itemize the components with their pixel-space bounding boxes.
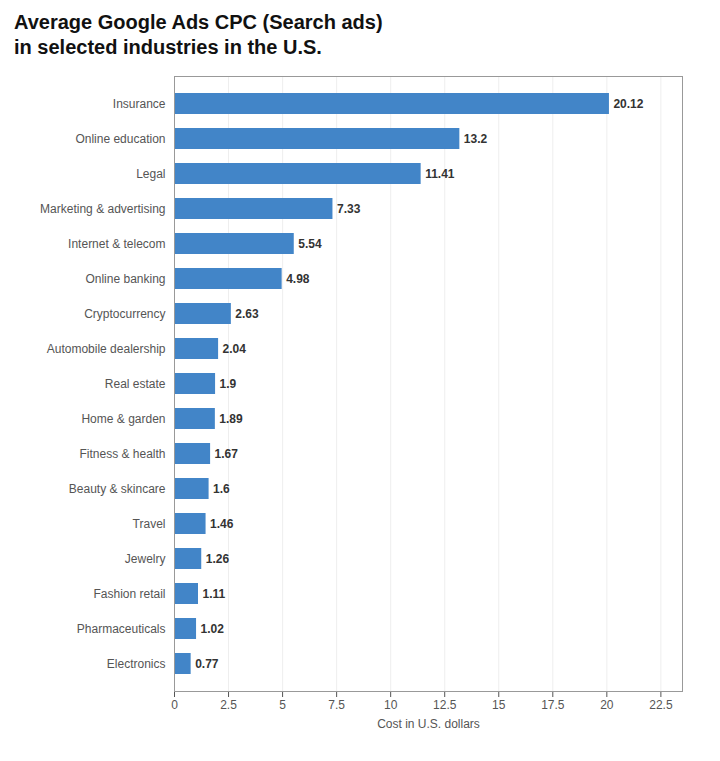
- svg-text:Jewelry: Jewelry: [125, 552, 166, 566]
- svg-text:17.5: 17.5: [541, 698, 565, 712]
- svg-text:Home & garden: Home & garden: [81, 412, 165, 426]
- svg-text:11.41: 11.41: [425, 167, 455, 181]
- svg-text:Marketing & advertising: Marketing & advertising: [40, 202, 165, 216]
- svg-text:20.12: 20.12: [613, 97, 643, 111]
- svg-text:13.2: 13.2: [464, 132, 488, 146]
- svg-text:Travel: Travel: [133, 517, 166, 531]
- svg-text:Online education: Online education: [75, 132, 165, 146]
- svg-text:7.5: 7.5: [328, 698, 345, 712]
- svg-text:Legal: Legal: [136, 167, 165, 181]
- svg-text:2.63: 2.63: [235, 307, 259, 321]
- svg-text:5: 5: [279, 698, 286, 712]
- svg-text:1.26: 1.26: [206, 552, 230, 566]
- svg-text:Internet & telecom: Internet & telecom: [68, 237, 165, 251]
- svg-text:1.89: 1.89: [219, 412, 243, 426]
- svg-text:Beauty & skincare: Beauty & skincare: [69, 482, 166, 496]
- svg-text:15: 15: [492, 698, 506, 712]
- svg-text:0.77: 0.77: [195, 657, 219, 671]
- svg-text:1.02: 1.02: [201, 622, 225, 636]
- svg-text:5.54: 5.54: [298, 237, 322, 251]
- svg-text:Cost in U.S. dollars: Cost in U.S. dollars: [377, 717, 480, 731]
- svg-text:2.5: 2.5: [220, 698, 237, 712]
- svg-text:10: 10: [384, 698, 398, 712]
- svg-text:2.04: 2.04: [223, 342, 247, 356]
- svg-text:4.98: 4.98: [286, 272, 310, 286]
- svg-text:1.67: 1.67: [215, 447, 239, 461]
- svg-text:20: 20: [600, 698, 614, 712]
- html-text:Average Google Ads CPC (Search: Average Google Ads CPC (Search ads): [14, 11, 383, 33]
- svg-text:22.5: 22.5: [649, 698, 673, 712]
- svg-text:Online banking: Online banking: [85, 272, 165, 286]
- html-text:in selected industries in the: in selected industries in the U.S.: [14, 36, 322, 58]
- svg-text:1.46: 1.46: [210, 517, 234, 531]
- svg-text:Cryptocurrency: Cryptocurrency: [84, 307, 165, 321]
- svg-text:1.6: 1.6: [213, 482, 230, 496]
- svg-text:Electronics: Electronics: [107, 657, 166, 671]
- svg-text:0: 0: [171, 698, 178, 712]
- svg-text:Real estate: Real estate: [105, 377, 166, 391]
- svg-text:1.11: 1.11: [202, 587, 225, 601]
- svg-text:Pharmaceuticals: Pharmaceuticals: [77, 622, 166, 636]
- svg-text:Fashion retail: Fashion retail: [93, 587, 165, 601]
- svg-text:Automobile dealership: Automobile dealership: [47, 342, 166, 356]
- svg-text:Fitness & health: Fitness & health: [79, 447, 165, 461]
- svg-text:Insurance: Insurance: [113, 97, 166, 111]
- svg-text:7.33: 7.33: [337, 202, 361, 216]
- svg-text:1.9: 1.9: [220, 377, 237, 391]
- svg-text:12.5: 12.5: [433, 698, 457, 712]
